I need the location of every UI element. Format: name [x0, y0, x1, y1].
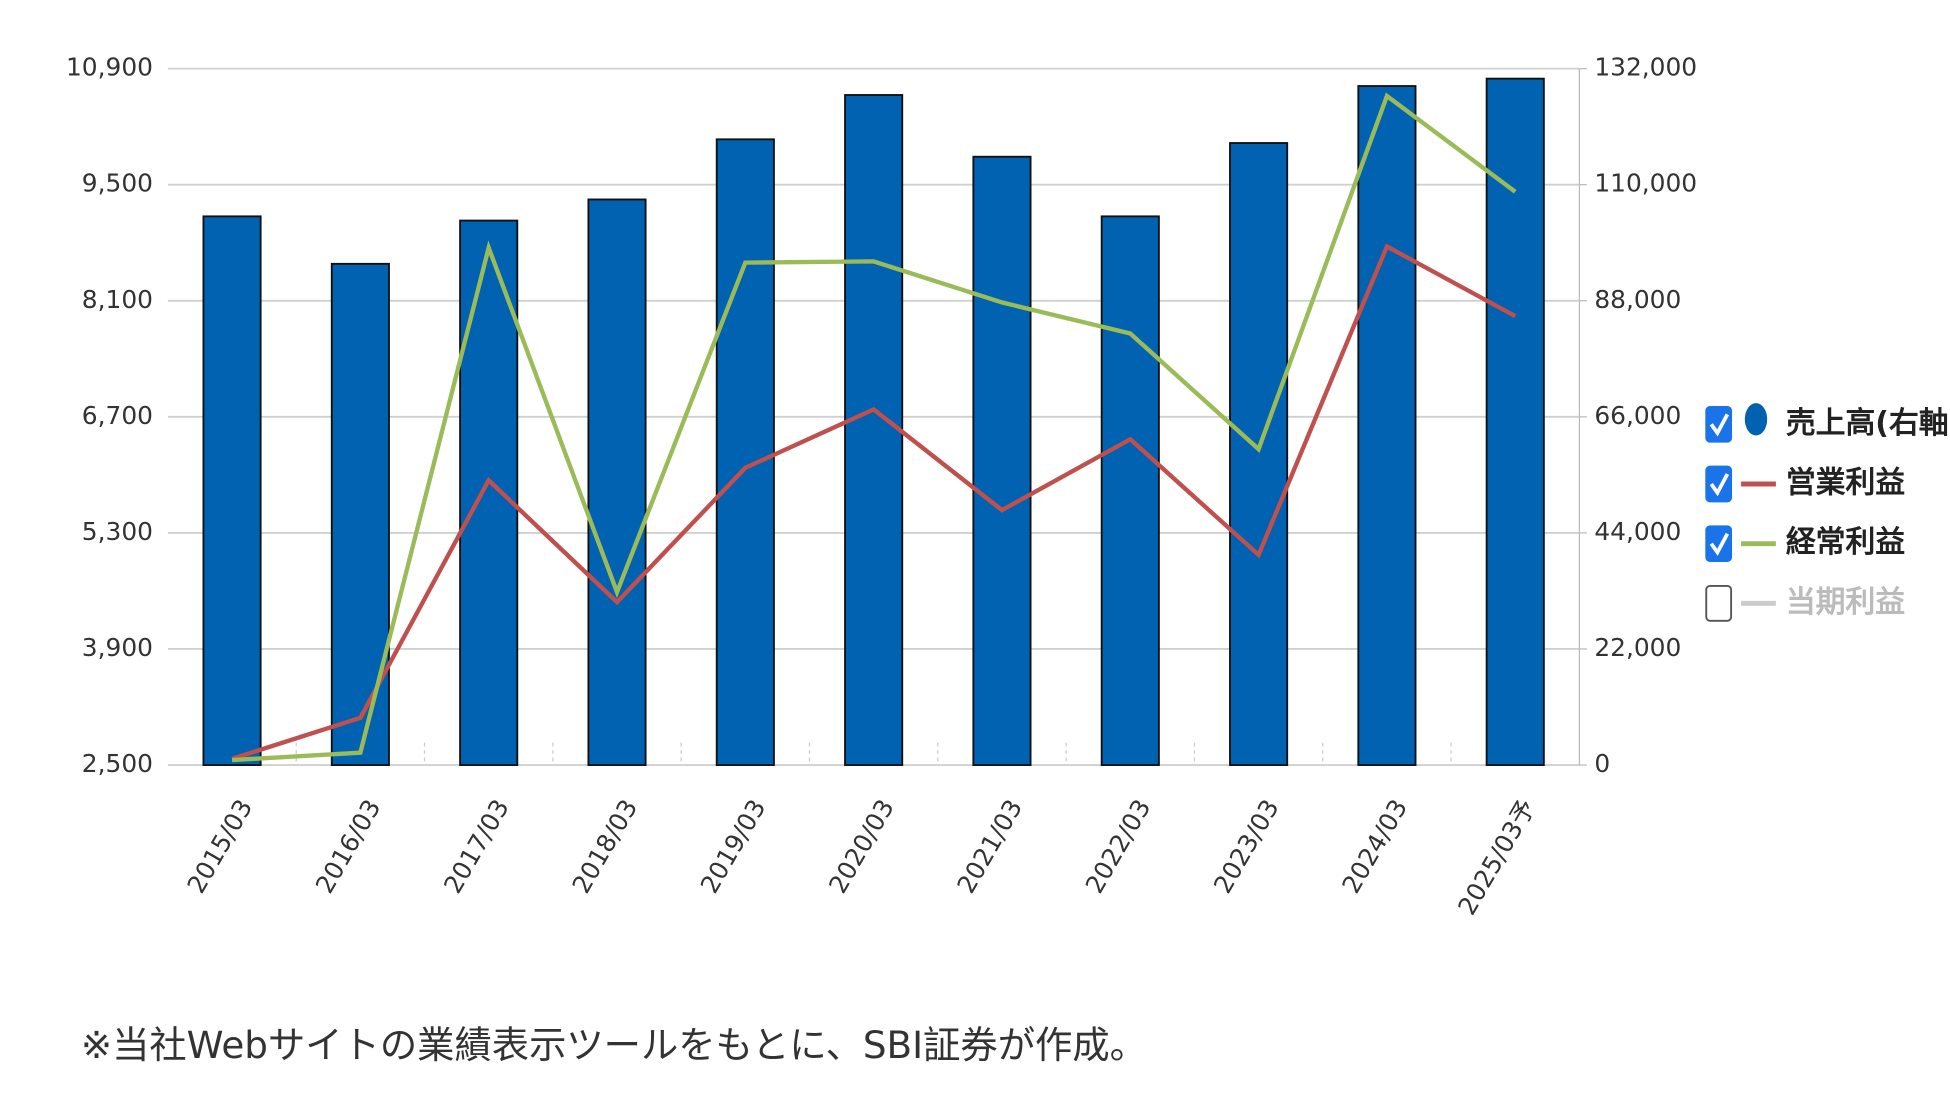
line: [231, 92, 1517, 763]
legend-checkbox: [1705, 405, 1733, 443]
legend-symbol: [1744, 403, 1768, 436]
legend-label: 経常利益: [1786, 525, 1905, 560]
y-tick-label: 6,700: [82, 401, 153, 430]
y2-tick-label: 44,000: [1594, 517, 1681, 546]
bar: [844, 94, 904, 766]
x-tick-label: 2019/03: [695, 794, 772, 898]
y2-tick-label: 0: [1594, 749, 1610, 778]
bar: [587, 198, 647, 766]
legend-label: 売上高(右軸): [1786, 406, 1950, 441]
legend-checkbox: [1705, 465, 1733, 503]
x-tick-label: 2018/03: [566, 794, 643, 898]
x-tick-label: 2020/03: [823, 794, 900, 898]
y-tick-label: 2,500: [82, 749, 153, 778]
bar: [1357, 85, 1417, 766]
legend-check: [1709, 413, 1730, 437]
bar: [1485, 77, 1545, 766]
x-tick-label: 2016/03: [310, 794, 387, 898]
legend-label: 当期利益: [1786, 585, 1905, 620]
x-tick-label: 2023/03: [1208, 794, 1285, 898]
line: [231, 243, 1517, 761]
y-tick-label: 3,900: [82, 633, 153, 662]
x-tick-label: 2021/03: [951, 794, 1028, 898]
x-tick-label: 2015/03: [181, 794, 258, 898]
legend-checkbox: [1705, 585, 1733, 622]
bar: [459, 219, 519, 766]
x-tick-label: 2022/03: [1080, 794, 1157, 898]
bar: [972, 155, 1032, 766]
y-tick-label: 10,900: [66, 53, 153, 82]
x-tick-label: 2025/03予: [1452, 794, 1541, 919]
y-tick-label: 5,300: [82, 517, 153, 546]
x-tick-label: 2017/03: [438, 794, 515, 898]
y-tick-label: 8,100: [82, 285, 153, 314]
bar: [1100, 215, 1160, 766]
legend-check: [1709, 532, 1730, 556]
legend-label: 営業利益: [1786, 465, 1905, 500]
y2-tick-label: 88,000: [1594, 285, 1681, 314]
footnote: ※当社Webサイトの業績表示ツールをもとに、SBI証券が作成。: [81, 1023, 1147, 1067]
x-tick-label: 2024/03: [1336, 794, 1413, 898]
y2-tick-label: 132,000: [1594, 53, 1697, 82]
y2-tick-label: 110,000: [1594, 169, 1697, 198]
bar: [202, 215, 262, 766]
bar: [715, 138, 775, 766]
bar: [330, 262, 390, 766]
y-tick-label: 9,500: [82, 169, 153, 198]
y2-tick-label: 22,000: [1594, 633, 1681, 662]
legend-check: [1709, 473, 1730, 497]
bar: [1229, 142, 1289, 766]
y2-tick-label: 66,000: [1594, 401, 1681, 430]
legend-checkbox: [1705, 525, 1733, 563]
